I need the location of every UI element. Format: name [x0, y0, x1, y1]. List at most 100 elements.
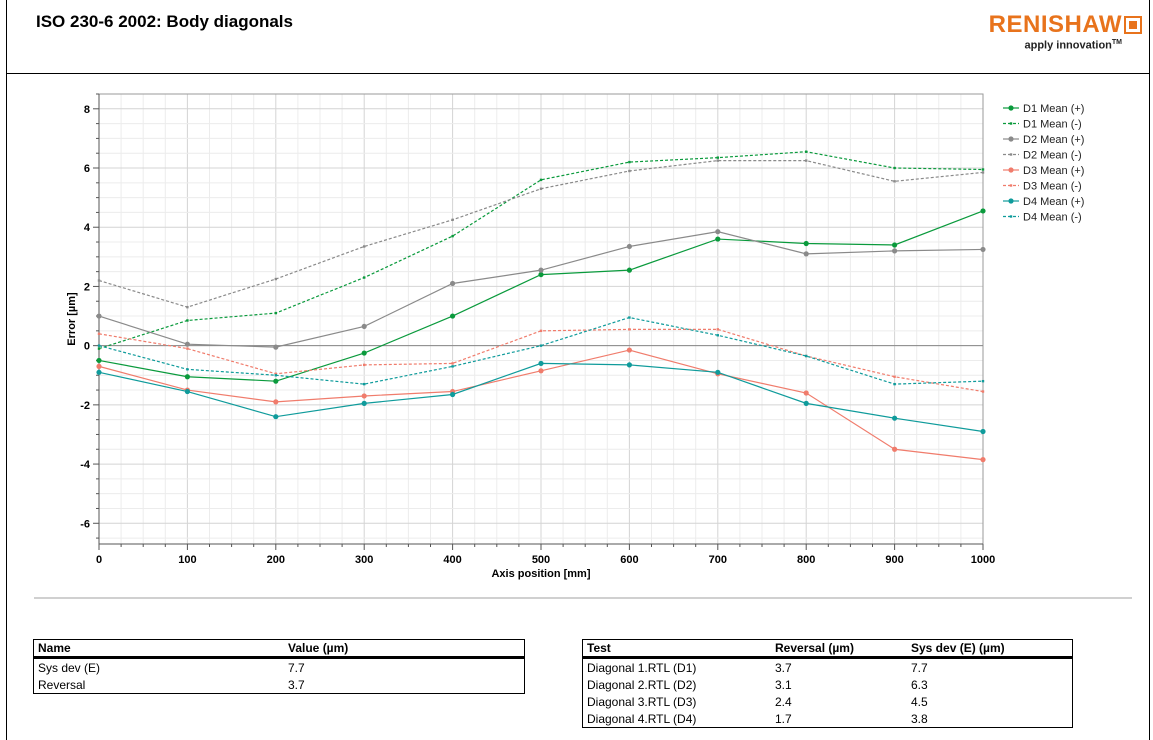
legend-marker	[1009, 215, 1013, 218]
page-frame	[6, 0, 1150, 740]
chart-axes: -6 -4 -2 0 2 4 6 8 0 100 200 300 400 500 600 700 800 900 1…	[80, 93, 995, 566]
data-point	[893, 375, 896, 378]
data-point	[451, 218, 454, 222]
data-point	[626, 243, 633, 250]
y-tick-label: 0	[84, 341, 90, 353]
data-point	[273, 414, 279, 420]
x-tick-label: 900	[885, 554, 903, 566]
summary-header-name: Name	[33, 639, 284, 659]
legend-label: D3 Mean (+)	[1023, 165, 1084, 177]
legend-item: D1 Mean (-)	[1003, 119, 1082, 131]
legend-item: D3 Mean (+)	[1003, 165, 1084, 177]
data-point	[980, 457, 986, 463]
data-point	[628, 316, 631, 319]
data-point	[716, 156, 719, 159]
table-cell: 3.8	[911, 711, 928, 726]
table-row: Diagonal 2.RTL (D2) 3.1 6.3	[583, 676, 1073, 693]
data-point	[716, 334, 719, 337]
data-point	[186, 319, 189, 322]
y-tick-label: -2	[80, 400, 90, 412]
table-cell: Sys dev (E)	[38, 660, 101, 675]
data-point	[892, 446, 898, 452]
chart-grid	[98, 93, 984, 544]
series-7	[96, 360, 986, 435]
legend-label: D2 Mean (+)	[1023, 134, 1084, 146]
data-point	[97, 344, 101, 347]
data-point	[97, 332, 101, 336]
data-point	[892, 415, 898, 421]
data-point	[186, 305, 189, 309]
series-8	[97, 316, 985, 386]
legend-marker	[1008, 167, 1014, 173]
data-point	[538, 267, 544, 273]
data-point	[626, 362, 633, 368]
data-point	[981, 168, 985, 171]
legend-marker	[1009, 184, 1013, 187]
legend-label: D1 Mean (-)	[1023, 119, 1082, 131]
table-cell: Diagonal 2.RTL (D2)	[587, 677, 697, 692]
series-3	[96, 229, 986, 350]
table-cell: 6.3	[911, 677, 928, 692]
table-cell: 7.7	[911, 660, 928, 675]
data-point	[274, 374, 277, 377]
data-point	[716, 328, 719, 331]
table-row: Diagonal 4.RTL (D4) 1.7 3.8	[583, 710, 1073, 728]
series-line	[98, 328, 984, 393]
series-1	[96, 208, 986, 384]
table-cell: Diagonal 4.RTL (D4)	[587, 711, 697, 726]
logo-tagline: apply innovation	[1024, 39, 1112, 52]
data-point	[363, 363, 366, 367]
data-point	[715, 229, 721, 235]
legend-marker	[1009, 122, 1013, 125]
data-point	[628, 160, 631, 164]
data-point	[805, 354, 808, 358]
data-point	[186, 347, 189, 350]
chart-series	[96, 150, 986, 463]
body-diagonals-chart: -6 -4 -2 0 2 4 6 8 0 100 200 300 400 500 600 700 800 900 1…	[66, 93, 1084, 580]
diagonal-header-test: Test	[582, 639, 771, 659]
data-point	[716, 159, 719, 162]
series-line	[98, 316, 984, 385]
table-row: Diagonal 1.RTL (D1) 3.7 7.7	[583, 658, 1073, 677]
data-point	[184, 341, 190, 347]
table-row: Reversal 3.7	[34, 676, 525, 694]
table-row: Sys dev (E) 7.7	[34, 658, 525, 677]
data-point	[539, 344, 543, 347]
data-point	[626, 347, 633, 353]
data-point	[538, 368, 544, 374]
data-point	[363, 245, 366, 248]
y-axis-label: Error [µm]	[66, 292, 78, 346]
table-cell: 7.7	[288, 660, 305, 675]
table-cell: Reversal	[38, 677, 86, 692]
data-point	[451, 234, 454, 238]
data-point	[981, 390, 985, 393]
x-tick-label: 0	[96, 554, 102, 566]
legend-label: D1 Mean (+)	[1023, 103, 1084, 115]
legend-marker	[1008, 198, 1014, 204]
data-point	[96, 363, 102, 369]
legend-item: D2 Mean (-)	[1003, 150, 1082, 162]
data-point	[274, 311, 277, 315]
data-point	[273, 344, 279, 350]
x-tick-label: 800	[797, 554, 815, 566]
data-point	[805, 159, 808, 162]
diagonal-header-sysdev: Sys dev (E) (µm)	[907, 639, 1073, 659]
data-point	[803, 390, 809, 396]
y-tick-label: 6	[84, 163, 90, 175]
table-cell: 3.7	[288, 677, 305, 692]
data-point	[450, 280, 456, 287]
logo-mark-icon	[1124, 16, 1142, 34]
data-point	[450, 391, 456, 398]
data-point	[97, 279, 101, 282]
x-tick-label: 100	[178, 554, 196, 566]
data-point	[980, 428, 986, 435]
table-cell: 1.7	[775, 711, 792, 726]
report-header: ISO 230-6 2002: Body diagonals RENISHAW …	[6, 0, 1150, 74]
data-point	[628, 328, 631, 331]
x-tick-label: 200	[267, 554, 285, 566]
table-cell: 3.7	[775, 660, 792, 675]
data-point	[539, 178, 543, 182]
logo-wordmark: RENISHAW	[988, 11, 1122, 38]
data-point	[451, 365, 454, 368]
legend-item: D3 Mean (-)	[1003, 181, 1082, 193]
